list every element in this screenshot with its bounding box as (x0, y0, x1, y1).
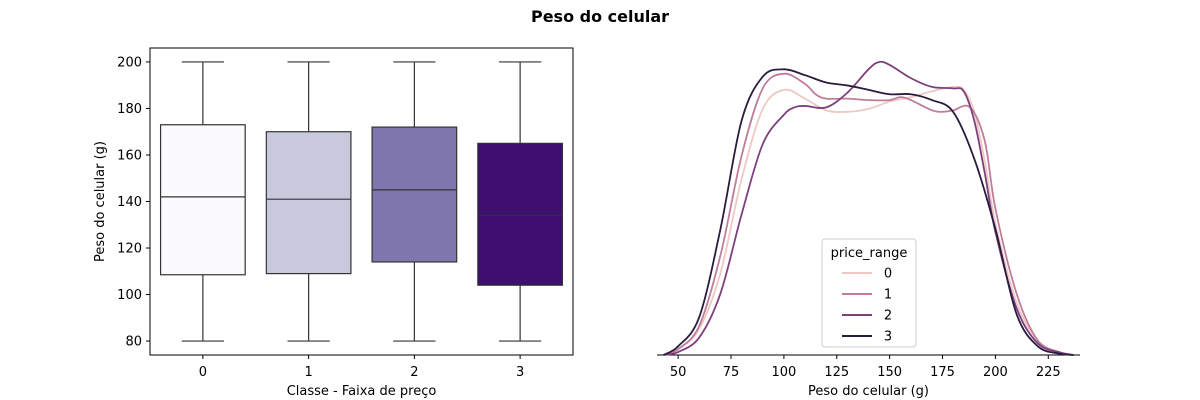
legend-label-2: 2 (884, 309, 892, 324)
box-iqr (159, 124, 246, 276)
x-tick-label: 0 (199, 365, 207, 380)
x-tick-label: 3 (516, 365, 524, 380)
box-category-2 (371, 61, 458, 342)
box-iqr (371, 126, 458, 263)
x-tick-label: 75 (723, 365, 740, 380)
x-tick-label: 175 (930, 365, 955, 380)
legend-label-0: 0 (884, 267, 892, 282)
x-tick-label: 200 (983, 365, 1008, 380)
y-tick-label: 200 (117, 55, 142, 70)
x-tick-label: 2 (410, 365, 418, 380)
box-plot-chart: 80 100 120 140 160 180 200 0 1 2 3 Classe - Faixa… (93, 47, 574, 399)
kde-line-1 (663, 72, 1074, 356)
y-tick-label: 120 (117, 242, 142, 257)
box-category-0 (159, 61, 246, 342)
box-y-axis-label: Peso do celular (g) (93, 141, 108, 262)
box-category-1 (265, 61, 352, 342)
legend-title: price_range (831, 246, 908, 261)
kde-line-0 (663, 85, 1074, 356)
kde-chart: 50 75 100 125 150 175 200 225 Peso do celular (… (657, 60, 1080, 399)
legend-items: 0 1 2 3 (842, 267, 892, 345)
y-tick-label: 140 (117, 195, 142, 210)
x-tick-label: 225 (1036, 365, 1061, 380)
x-tick-label: 150 (877, 365, 902, 380)
legend-label-1: 1 (884, 288, 892, 303)
y-tick-label: 180 (117, 102, 142, 117)
box-category-3 (477, 61, 564, 342)
box-x-axis-label: Classe - Faixa de preço (287, 384, 437, 399)
box-iqr (477, 142, 564, 286)
y-tick-label: 100 (117, 288, 142, 303)
box-iqr (265, 131, 352, 275)
kde-legend: price_range 0 1 2 3 (821, 238, 917, 348)
x-tick-label: 50 (670, 365, 687, 380)
y-tick-label: 160 (117, 148, 142, 163)
kde-x-axis: 50 75 100 125 150 175 200 225 (670, 355, 1061, 380)
kde-x-axis-label: Peso do celular (g) (808, 384, 929, 399)
figure-title: Peso do celular (531, 7, 669, 26)
box-y-axis: 80 100 120 140 160 180 200 (117, 55, 150, 350)
y-tick-label: 80 (125, 335, 142, 350)
kde-series-lines (662, 60, 1074, 356)
x-tick-label: 125 (824, 365, 849, 380)
box-x-axis: 0 1 2 3 (199, 355, 524, 380)
legend-label-3: 3 (884, 330, 892, 345)
box-plot-marks (159, 61, 564, 342)
x-tick-label: 1 (304, 365, 312, 380)
kde-line-3 (662, 68, 1074, 356)
x-tick-label: 100 (771, 365, 796, 380)
